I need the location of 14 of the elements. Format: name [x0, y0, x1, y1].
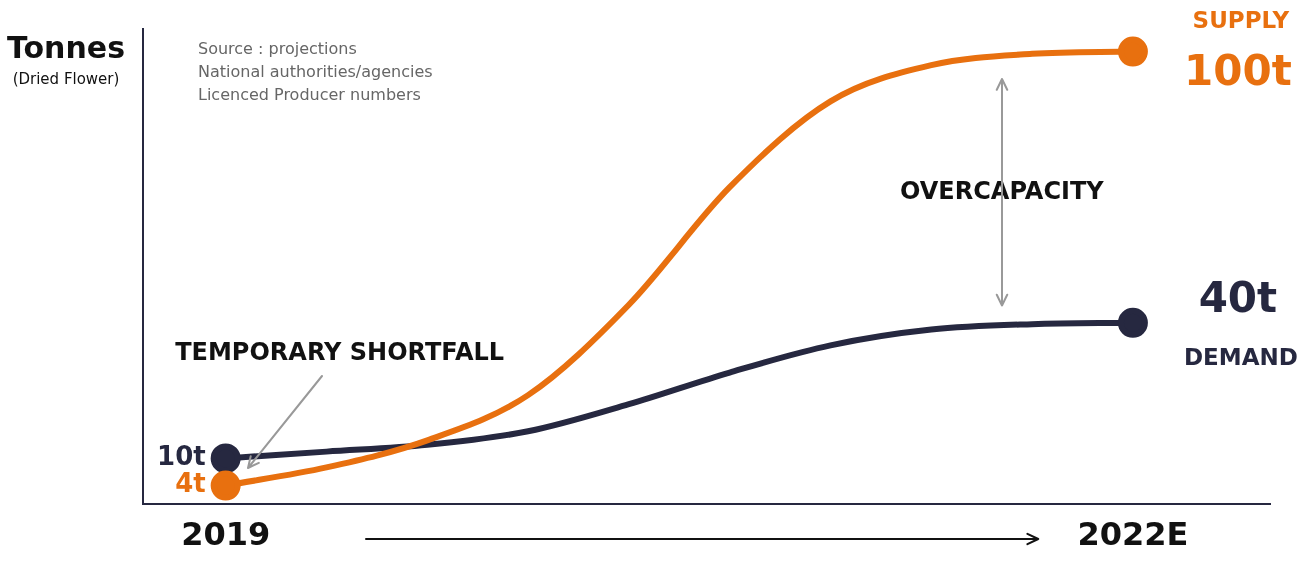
x-tick-label: 2019 [181, 515, 271, 554]
text: SUPPLY [1192, 6, 1290, 33]
point [210, 470, 241, 501]
annotation: TEMPORARY SHORTFALL [175, 337, 505, 366]
y-axis-title: Tonnes (Dried Flower) [6, 29, 126, 88]
point [210, 443, 241, 474]
annotation: OVERCAPACITY [900, 176, 1105, 205]
data-label: 40t [1198, 272, 1278, 322]
data-label: 100t [1184, 45, 1292, 95]
x-tick-label: 2022E [1077, 515, 1189, 554]
point [1117, 36, 1148, 67]
series-label: DEMAND [1183, 343, 1298, 370]
annotation: Source : projections National authorities/agencies Licenced Producer numbers [198, 39, 433, 105]
point [1117, 307, 1148, 338]
